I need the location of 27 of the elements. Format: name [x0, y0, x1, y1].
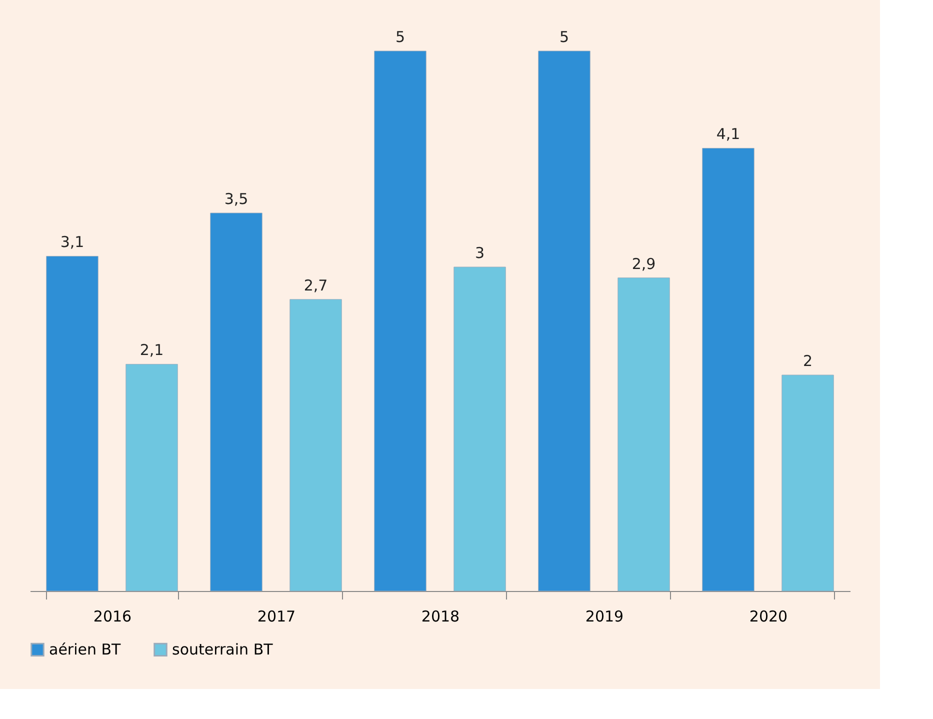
legend-label: souterrain BT: [172, 640, 274, 659]
x-tick-label: 2020: [749, 608, 788, 626]
data-label: 2,9: [632, 254, 656, 273]
data-label: 2,1: [140, 341, 164, 360]
bar: [702, 148, 754, 592]
x-tick-label: 2018: [421, 608, 460, 626]
bar: [210, 212, 262, 592]
x-tick-label: 2017: [257, 608, 296, 626]
data-label: 2,7: [304, 276, 328, 294]
data-label: 5: [395, 28, 406, 46]
data-label: 2: [802, 352, 813, 370]
legend-label: aérien BT: [49, 640, 122, 659]
data-label: 3,1: [60, 233, 84, 252]
bar: [126, 364, 178, 592]
data-label: 3: [474, 244, 485, 262]
data-label: 5: [559, 28, 570, 46]
bar: [618, 278, 670, 592]
bar: [290, 299, 342, 592]
bar: [46, 256, 98, 592]
bar: [374, 50, 426, 592]
bar: [454, 266, 506, 592]
bar: [538, 50, 590, 592]
x-tick-label: 2019: [585, 608, 624, 626]
data-label: 4,1: [716, 125, 740, 144]
data-label: 3,5: [224, 190, 248, 208]
x-tick-label: 2016: [93, 608, 132, 626]
bar: [782, 374, 834, 592]
